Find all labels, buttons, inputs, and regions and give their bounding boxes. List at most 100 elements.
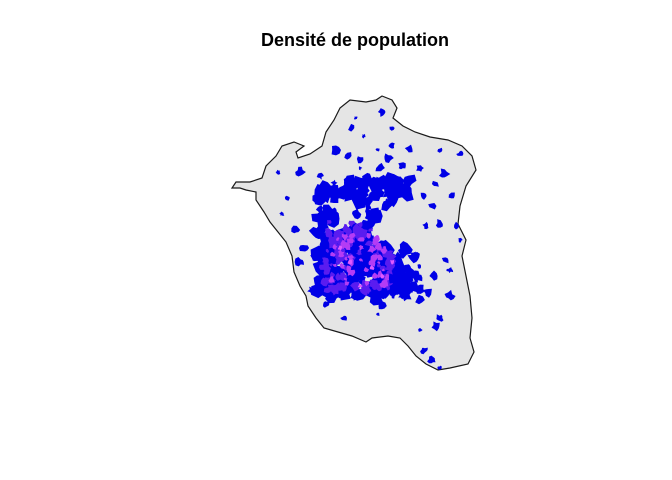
density-patch-low xyxy=(358,222,373,236)
density-patch-medium xyxy=(368,228,373,232)
density-patch-low xyxy=(311,283,329,299)
density-patch-high xyxy=(358,244,364,251)
density-patch-high xyxy=(328,276,335,283)
density-patch-low xyxy=(441,257,449,264)
density-patch-low xyxy=(307,286,318,295)
density-patch-low xyxy=(376,312,380,316)
density-patch-high xyxy=(348,232,356,239)
density-patch-low xyxy=(354,184,370,198)
density-patch-high xyxy=(364,280,370,287)
density-patch-low xyxy=(332,185,348,200)
density-patch-high xyxy=(374,242,382,251)
density-patch-low xyxy=(344,152,352,160)
density-patch-low xyxy=(448,192,455,199)
density-patch-low xyxy=(279,211,285,216)
density-patch-medium xyxy=(340,271,348,279)
density-patch-high xyxy=(373,235,380,242)
density-patch-high xyxy=(344,256,348,261)
density-patch-low xyxy=(416,165,424,172)
density-patch-low xyxy=(318,220,329,229)
density-patch-high xyxy=(371,272,378,279)
density-patch-low xyxy=(398,290,408,300)
density-patch-high xyxy=(341,233,349,242)
density-patch-medium xyxy=(348,220,356,227)
density-layer xyxy=(275,108,464,370)
density-patch-low xyxy=(444,289,456,301)
density-patch-medium xyxy=(329,271,336,277)
density-patch-medium xyxy=(322,264,332,273)
density-patch-low xyxy=(439,168,451,178)
density-patch-medium xyxy=(369,279,378,288)
density-patch-low xyxy=(348,123,355,132)
density-patch-medium xyxy=(327,284,334,290)
density-patch-low xyxy=(396,272,407,282)
density-patch-low xyxy=(331,145,341,156)
density-patch-low xyxy=(353,294,359,301)
density-patch-medium xyxy=(360,283,370,295)
density-patch-high xyxy=(346,269,356,277)
density-patch-medium xyxy=(326,220,332,225)
density-patch-low xyxy=(417,264,421,269)
density-patch-low xyxy=(456,150,464,156)
density-patch-low xyxy=(408,282,413,289)
density-patch-low xyxy=(398,162,406,170)
density-patch-low xyxy=(446,267,454,274)
density-patch-low xyxy=(427,355,436,364)
density-patch-high xyxy=(338,250,345,258)
density-patch-low xyxy=(358,166,363,171)
density-patch-low xyxy=(338,287,351,301)
density-patch-medium xyxy=(335,272,343,282)
density-patch-low xyxy=(316,172,324,180)
density-patch-medium xyxy=(352,223,363,235)
density-patch-high xyxy=(381,268,385,272)
density-patch-high xyxy=(367,245,377,254)
density-patch-high xyxy=(366,232,371,239)
density-patch-low xyxy=(383,198,393,208)
density-patch-low xyxy=(299,245,310,252)
density-patch-low xyxy=(295,166,306,177)
density-patch-low xyxy=(404,144,413,153)
density-patch-low xyxy=(317,204,333,222)
density-patch-low xyxy=(317,180,332,194)
density-patch-low xyxy=(431,180,439,187)
density-patch-low xyxy=(389,291,396,299)
density-patch-low xyxy=(382,187,393,200)
density-patch-medium xyxy=(384,250,394,261)
density-patch-low xyxy=(363,196,373,209)
density-patch-low xyxy=(362,172,372,183)
density-patch-low xyxy=(422,221,429,230)
density-patch-low xyxy=(369,209,383,224)
density-patch-low xyxy=(377,108,386,117)
density-patch-very-high xyxy=(357,283,363,288)
density-patch-very-high xyxy=(338,245,342,251)
density-patch-very-high xyxy=(347,259,353,265)
density-patch-low xyxy=(362,133,366,139)
density-patch-low xyxy=(356,156,364,164)
density-patch-medium xyxy=(322,257,329,263)
density-patch-medium xyxy=(329,263,333,267)
density-patch-high xyxy=(370,254,380,261)
density-patch-low xyxy=(420,192,427,200)
density-patch-high xyxy=(332,244,338,250)
density-patch-medium xyxy=(325,227,333,239)
density-patch-low xyxy=(408,177,415,182)
density-patch-low xyxy=(398,241,413,259)
density-patch-medium xyxy=(319,264,325,270)
density-patch-low xyxy=(409,251,418,260)
density-patch-high xyxy=(357,237,365,242)
density-patch-high xyxy=(377,261,381,264)
density-patch-low xyxy=(284,195,290,201)
density-patch-low xyxy=(458,237,463,243)
density-patch-high xyxy=(384,273,390,281)
density-patch-low xyxy=(429,270,438,281)
density-patch-low xyxy=(375,148,380,152)
density-patch-high xyxy=(344,281,350,286)
density-patch-high xyxy=(380,248,388,254)
density-patch-low xyxy=(405,266,416,280)
density-patch-medium xyxy=(320,277,331,287)
density-patch-medium xyxy=(379,265,386,272)
density-patch-low xyxy=(352,209,362,220)
density-patch-low xyxy=(275,169,281,175)
density-patch-very-high xyxy=(390,260,394,265)
